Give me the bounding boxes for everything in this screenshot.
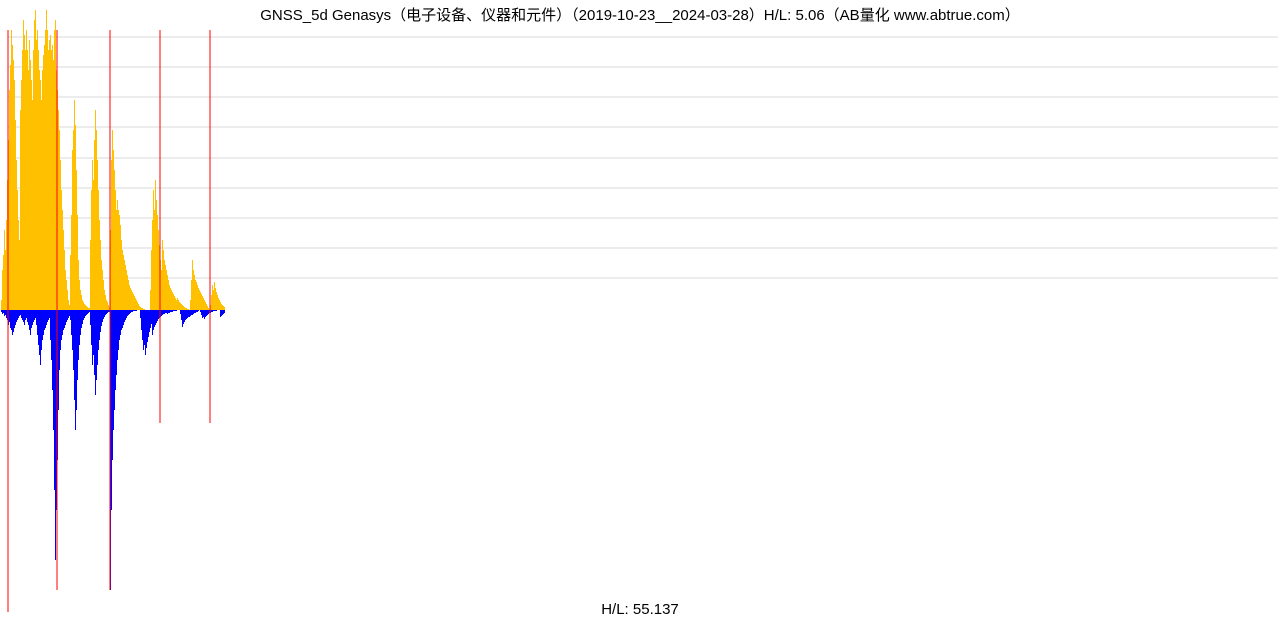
chart-footer: H/L: 55.137 bbox=[0, 601, 1280, 618]
volume-chart bbox=[0, 0, 1280, 620]
